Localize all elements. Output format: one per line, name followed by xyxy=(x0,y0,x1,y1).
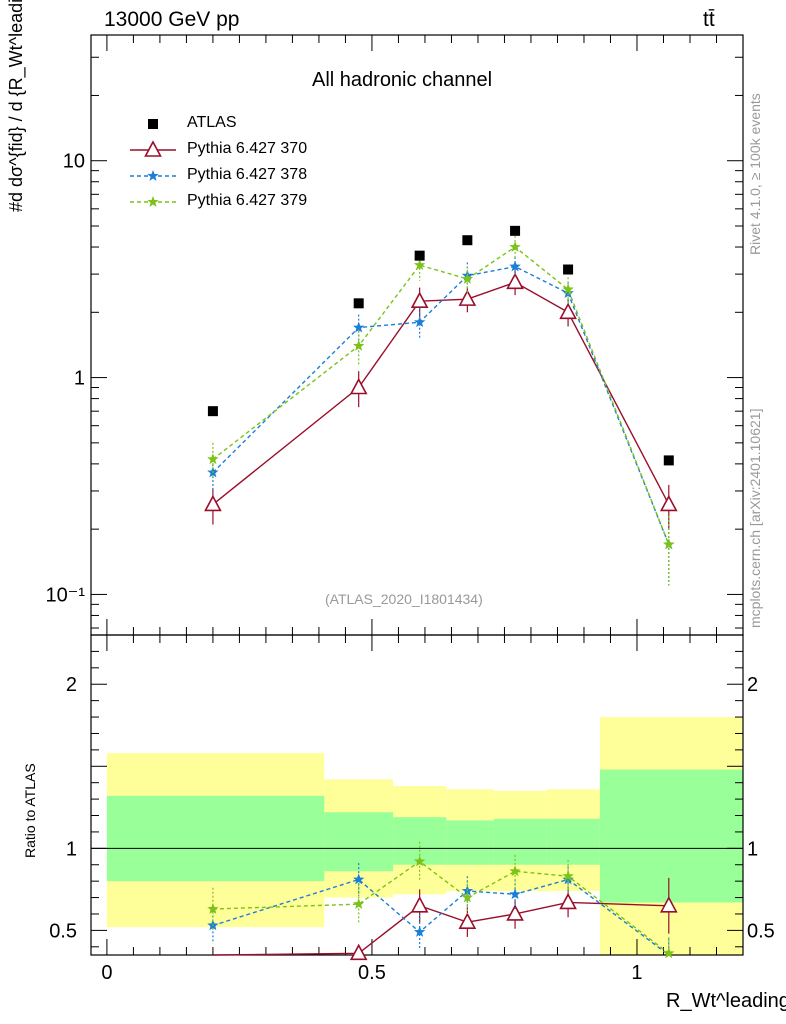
ratio-point-pythia-6-427-378 xyxy=(353,873,365,885)
ratio-point-pythia-6-427-370 xyxy=(410,896,429,913)
y-tick-label: 10⁻¹ xyxy=(46,584,86,606)
ratio-point-pythia-6-427-370 xyxy=(506,904,524,921)
x-tick-label: 0.5 xyxy=(358,962,386,984)
legend-marker-pythia-6-427-378 xyxy=(147,170,159,181)
ratio-point-pythia-6-427-379 xyxy=(509,865,521,877)
ratio-point-pythia-6-427-378 xyxy=(509,888,521,900)
x-axis-title: R_Wt^leading xyxy=(666,990,786,1012)
chart-title: All hadronic channel xyxy=(312,69,493,91)
data-point-pythia-6-427-379 xyxy=(663,538,675,550)
data-point-pythia-6-427-370 xyxy=(410,291,429,309)
analysis-annotation: (ATLAS_2020_I1801434) xyxy=(325,591,483,607)
data-point-pythia-6-427-379 xyxy=(562,283,574,295)
ratio-plot-frame xyxy=(90,634,744,956)
ratio-y-tick-label: 1 xyxy=(66,838,77,860)
legend-label-379: Pythia 6.427 379 xyxy=(187,192,308,209)
legend-marker-pythia-6-427-379 xyxy=(147,196,159,207)
data-point-pythia-6-427-379 xyxy=(353,339,365,351)
series-line-pythia-6-427-370 xyxy=(212,281,670,505)
ratio-y-tick-label-right: 2 xyxy=(747,674,758,696)
data-point-atlas xyxy=(353,298,364,309)
x-tick-label: 0 xyxy=(101,962,112,984)
series-line-pythia-6-427-379 xyxy=(212,246,670,545)
ratio-point-pythia-6-427-379 xyxy=(353,898,365,909)
ratio-point-pythia-6-427-378 xyxy=(413,926,426,937)
data-point-atlas xyxy=(207,406,218,417)
ratio-y-tick-label-right: 1 xyxy=(747,838,758,860)
x-tick-label: 1 xyxy=(631,962,642,984)
data-point-pythia-6-427-370 xyxy=(349,377,368,395)
data-point-atlas xyxy=(414,250,425,261)
y-axis-title: #d dσ^{fid} / d {R_Wt^leading} [pb] xyxy=(6,0,26,212)
legend-marker-pythia-6-427-370 xyxy=(144,140,162,157)
ratio-point-pythia-6-427-370 xyxy=(659,896,678,913)
ratio-band-stat xyxy=(106,795,325,882)
data-point-pythia-6-427-370 xyxy=(458,289,477,306)
ratio-point-pythia-6-427-370 xyxy=(458,912,477,929)
y-tick-label: 1 xyxy=(74,368,85,390)
mcplots-label: mcplots.cern.ch [arXiv:2401.10621] xyxy=(747,408,763,628)
data-point-pythia-6-427-379 xyxy=(461,272,474,284)
legend-label-378: Pythia 6.427 378 xyxy=(187,166,308,183)
data-point-pythia-6-427-378 xyxy=(353,321,365,333)
data-point-pythia-6-427-370 xyxy=(506,272,524,290)
legend-label-atlas: ATLAS xyxy=(187,114,237,131)
data-point-pythia-6-427-378 xyxy=(413,316,426,328)
data-point-atlas xyxy=(462,235,473,246)
ratio-band-stat xyxy=(599,769,743,903)
ratio-y-tick-label: 0.5 xyxy=(49,920,77,942)
data-point-pythia-6-427-370 xyxy=(659,494,678,512)
data-point-atlas xyxy=(563,264,574,275)
data-point-pythia-6-427-379 xyxy=(413,259,426,270)
ratio-band-stat xyxy=(324,812,394,872)
ratio-band-stat xyxy=(446,820,494,865)
data-point-atlas xyxy=(663,455,674,466)
ratio-y-axis-title: Ratio to ATLAS xyxy=(22,763,38,858)
data-point-pythia-6-427-379 xyxy=(207,453,219,465)
data-point-pythia-6-427-379 xyxy=(509,241,521,252)
data-point-pythia-6-427-378 xyxy=(509,260,521,272)
ratio-point-pythia-6-427-379 xyxy=(207,903,219,914)
rivet-label: Rivet 4.1.0, ≥ 100k events xyxy=(747,93,763,255)
ratio-y-tick-label-right: 0.5 xyxy=(747,920,775,942)
ratio-y-tick-label: 2 xyxy=(66,674,77,696)
ratio-point-pythia-6-427-379 xyxy=(562,870,574,882)
ratio-band-stat xyxy=(546,818,600,865)
y-tick-label: 10 xyxy=(63,151,85,173)
ratio-point-pythia-6-427-379 xyxy=(413,855,426,867)
data-point-pythia-6-427-370 xyxy=(559,302,577,320)
ratio-point-pythia-6-427-370 xyxy=(559,892,577,910)
energy-label: 13000 GeV pp xyxy=(104,8,240,31)
data-point-atlas xyxy=(510,225,521,236)
ratio-band-stat xyxy=(493,818,547,865)
ratio-point-pythia-6-427-379 xyxy=(461,891,474,903)
ratio-point-pythia-6-427-378 xyxy=(562,873,574,885)
data-point-pythia-6-427-370 xyxy=(204,494,222,512)
ratio-point-pythia-6-427-379 xyxy=(663,947,675,959)
process-label: tt̄ xyxy=(703,8,715,31)
legend-label-370: Pythia 6.427 370 xyxy=(187,140,308,157)
legend-marker-atlas xyxy=(148,119,158,129)
data-point-pythia-6-427-378 xyxy=(562,287,574,298)
ratio-point-pythia-6-427-370 xyxy=(349,943,368,961)
